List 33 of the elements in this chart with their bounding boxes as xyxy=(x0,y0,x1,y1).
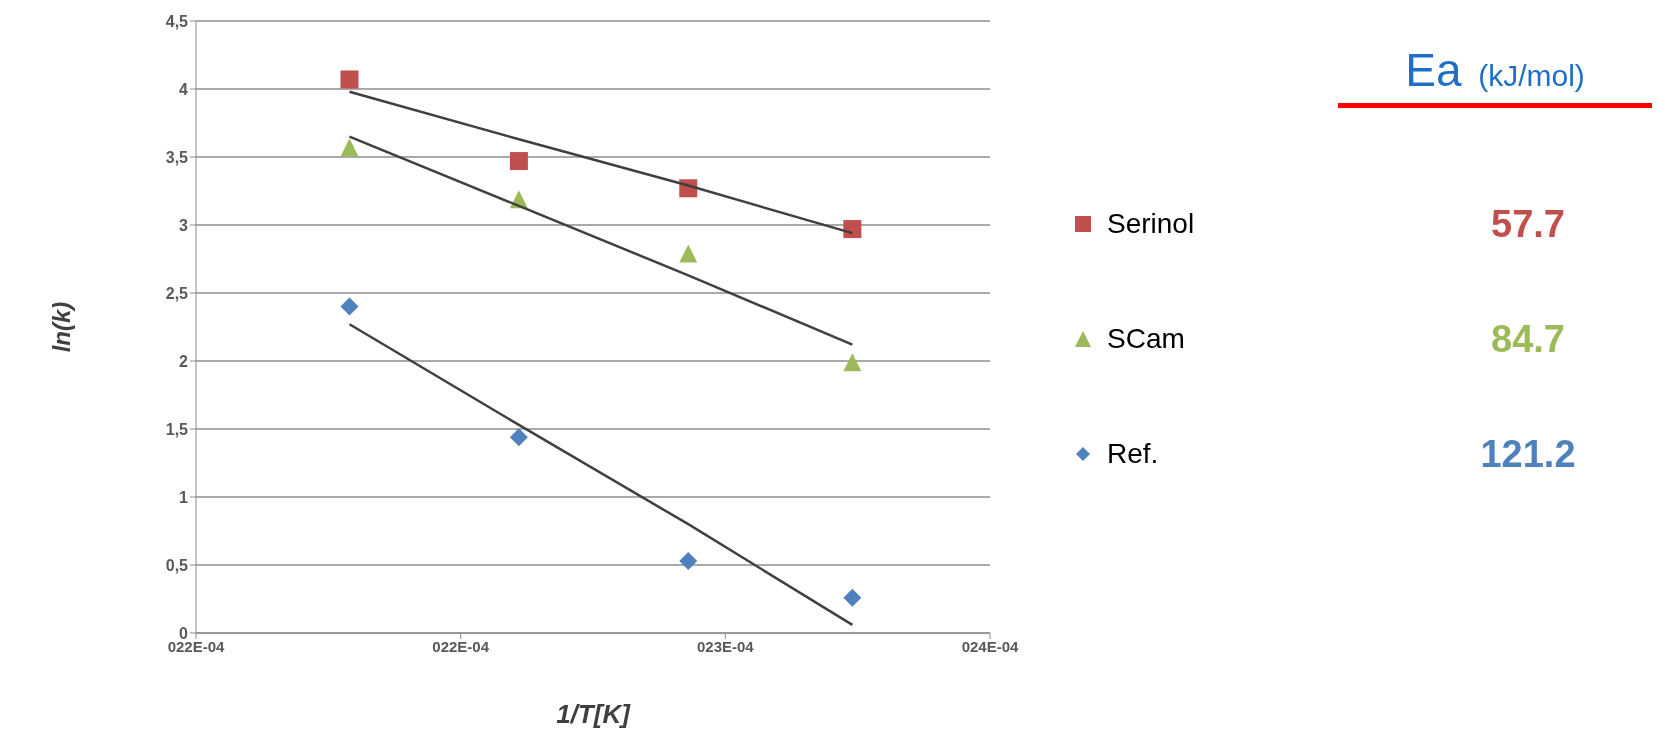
point xyxy=(843,220,862,239)
legend-label: SCam xyxy=(1107,323,1185,355)
text: Ea (kJ/mol) xyxy=(1405,44,1585,96)
point xyxy=(509,152,528,171)
y-tick-label: 4 xyxy=(179,80,189,98)
legend-label: Serinol xyxy=(1107,208,1195,240)
y-tick-label: 3 xyxy=(179,216,189,234)
y-tick-label: 3,5 xyxy=(165,148,189,166)
y-axis-title: ln(k) xyxy=(47,301,75,353)
point xyxy=(679,244,698,263)
point xyxy=(843,353,862,372)
y-tick-label: 0 xyxy=(179,624,189,642)
y-tick-label: 0,5 xyxy=(165,556,189,574)
point xyxy=(679,551,698,570)
point xyxy=(340,297,359,316)
point xyxy=(843,588,862,607)
legend-label: Ref. xyxy=(1107,438,1159,470)
y-tick-label: 4,5 xyxy=(165,12,189,30)
line-series xyxy=(348,323,854,627)
text: 84.7 xyxy=(1490,318,1566,361)
x-tick-label: 024E-04 xyxy=(961,637,1020,655)
y-tick-label: 2 xyxy=(179,352,189,370)
x-tick-label: 022E-04 xyxy=(432,637,490,655)
y-tick-label: 1 xyxy=(179,488,189,506)
text: 57.7 xyxy=(1490,203,1566,246)
text: 121.2 xyxy=(1479,433,1577,476)
y-tick-label: 2,5 xyxy=(165,284,189,302)
point xyxy=(340,70,359,89)
point xyxy=(509,428,528,447)
x-tick-label: 023E-04 xyxy=(696,637,755,655)
y-tick-label: 1,5 xyxy=(165,420,189,438)
x-axis-title: 1/T[K] xyxy=(556,699,632,729)
point xyxy=(340,138,359,157)
